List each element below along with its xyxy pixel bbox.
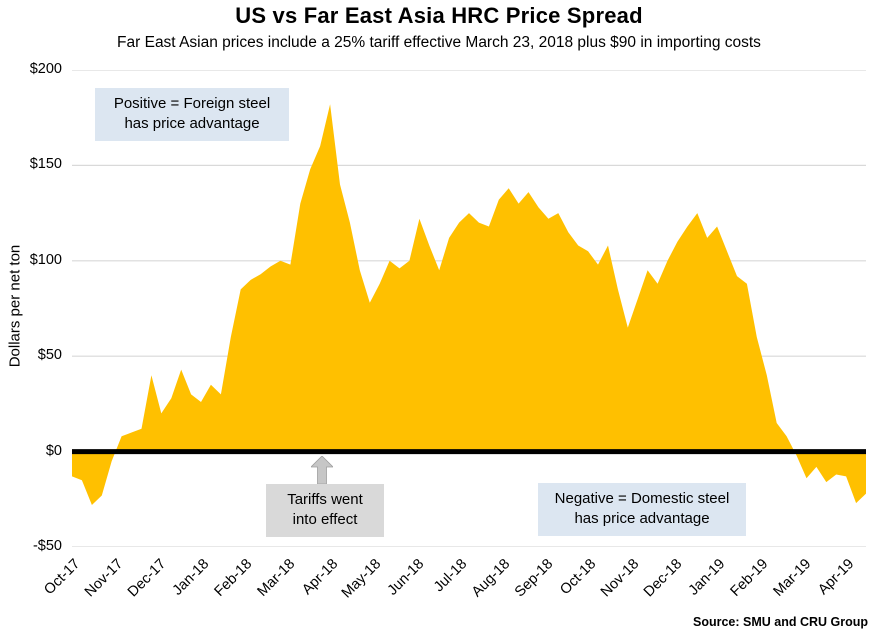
y-tick-label: $50 <box>37 347 62 364</box>
up-arrow-icon <box>311 456 333 484</box>
annotation-positive: Positive = Foreign steel has price advan… <box>95 88 289 141</box>
source-note: Source: SMU and CRU Group <box>692 615 868 629</box>
annotation-tariffs: Tariffs went into effect <box>266 484 384 537</box>
y-tick-label: $200 <box>29 61 62 77</box>
y-tick-label: $150 <box>29 156 62 173</box>
annotation-negative: Negative = Domestic steel has price adva… <box>538 483 746 536</box>
y-tick-label: -$50 <box>32 538 62 554</box>
chart-subtitle: Far East Asian prices include a 25% tari… <box>117 34 761 51</box>
y-tick-label: $0 <box>45 442 62 459</box>
y-tick-label: $100 <box>29 251 62 268</box>
chart-title: US vs Far East Asia HRC Price Spread <box>235 3 643 28</box>
area-plot <box>72 70 866 547</box>
